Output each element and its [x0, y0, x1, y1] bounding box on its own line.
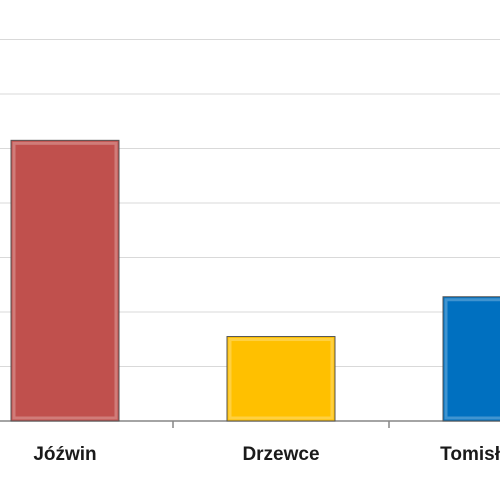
x-tick-label: Drzewce: [242, 444, 319, 465]
bar: [10, 139, 120, 422]
bar: [226, 336, 336, 422]
bar: [442, 296, 500, 422]
x-tick-label: Tomisł: [440, 444, 500, 465]
bar-bevel: [12, 141, 118, 420]
bar-bevel: [444, 298, 500, 420]
x-tick-label: Jóźwin: [33, 444, 96, 465]
bar-bevel: [228, 338, 334, 420]
